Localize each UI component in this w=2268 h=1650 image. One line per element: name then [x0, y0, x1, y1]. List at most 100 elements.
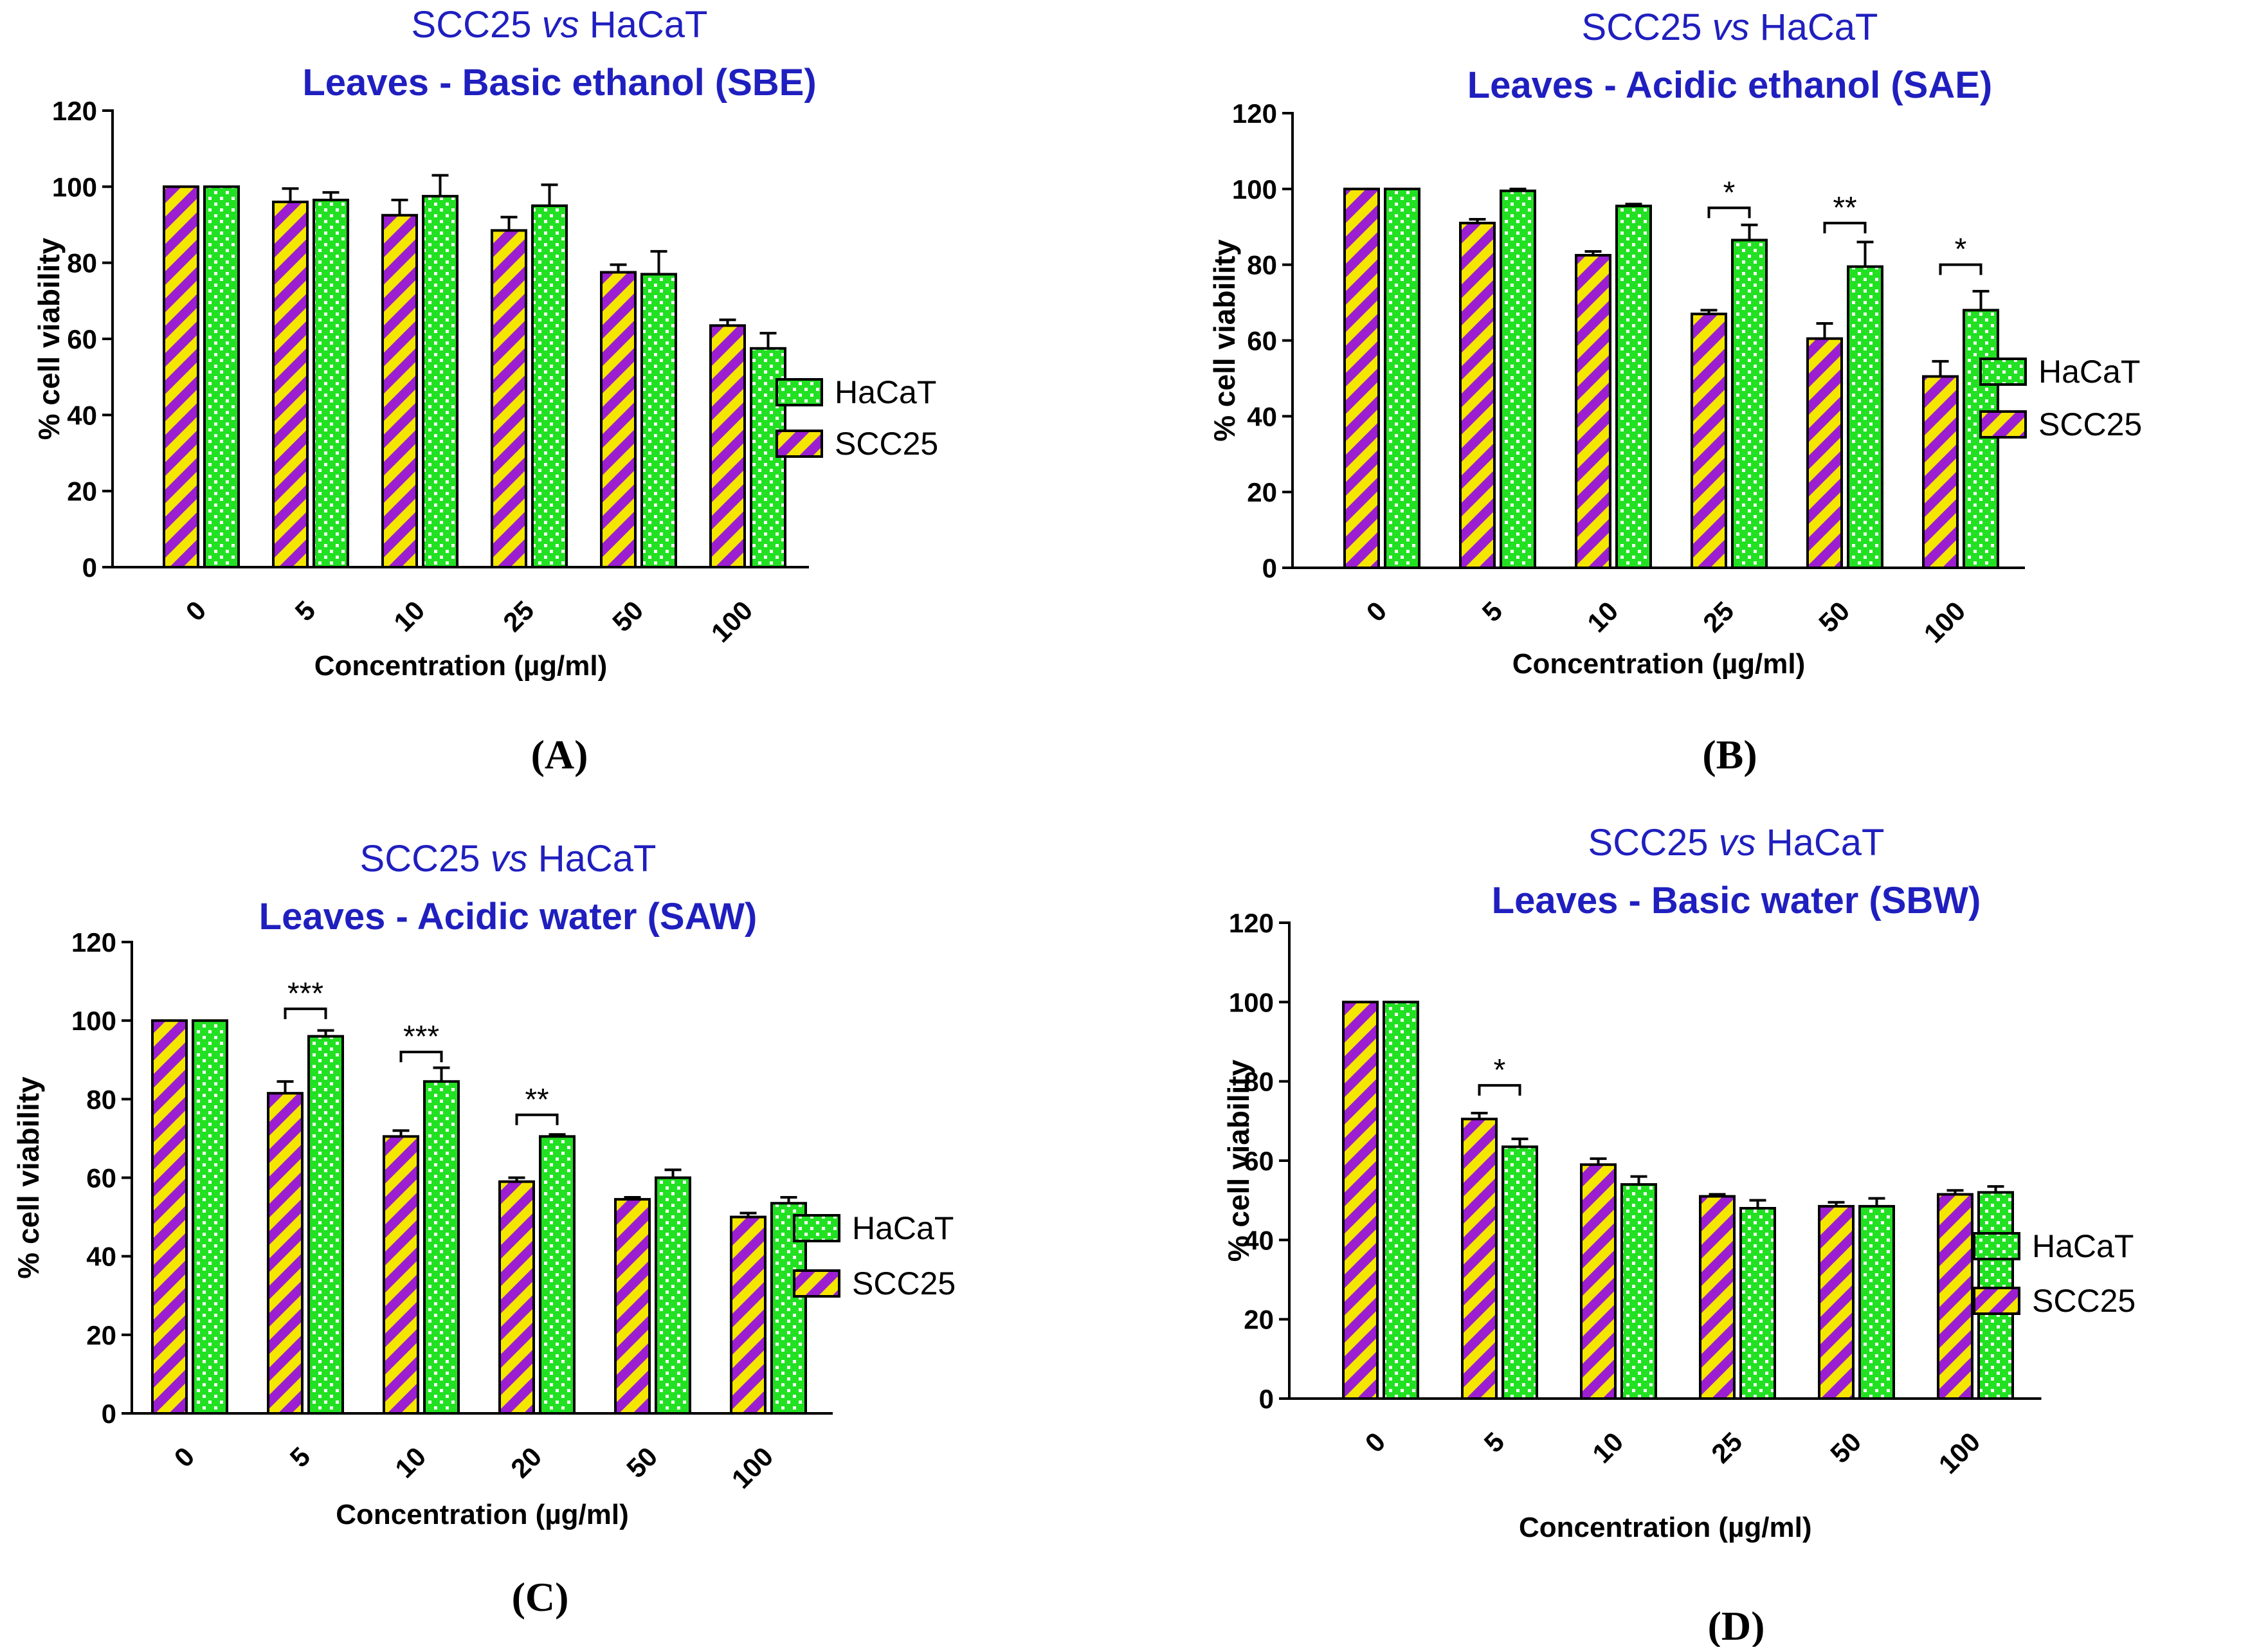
chart-subtitle: Leaves - Basic ethanol (SBE) [302, 62, 816, 104]
significance-bracket [1939, 263, 1982, 275]
legend-swatch-hacat [1973, 1232, 2020, 1260]
y-axis-label: % cell viability [32, 237, 66, 440]
significance-bracket [399, 1051, 443, 1063]
y-tick-label: 20 [1244, 1305, 1274, 1335]
x-tick-label: 100 [705, 595, 759, 648]
chart-title: SCC25 vs HaCaT [1582, 6, 1878, 48]
bar-hacat [313, 199, 349, 568]
bar-hacat [1620, 1183, 1657, 1400]
panel-label: (D) [1708, 1603, 1765, 1647]
y-tick-label: 100 [52, 172, 97, 202]
bar-scc25 [1806, 337, 1843, 569]
y-tick-label: 120 [1232, 98, 1277, 129]
bar-hacat [640, 273, 677, 568]
x-tick-label: 20 [505, 1441, 547, 1483]
chart-subtitle: Leaves - Acidic water (SAW) [259, 896, 758, 938]
bar-scc25 [600, 271, 637, 568]
legend-label-scc25: SCC25 [2032, 1283, 2136, 1319]
significance-bracket [1478, 1083, 1521, 1096]
chart-subtitle: Leaves - Basic water (SBW) [1492, 880, 1981, 921]
bar-hacat [1963, 309, 1999, 569]
bar-hacat [192, 1019, 228, 1415]
significance-label: * [1955, 233, 1967, 267]
y-tick-label: 60 [1244, 1146, 1274, 1176]
y-tick-label: 60 [1247, 326, 1277, 356]
legend-swatch-scc25 [1973, 1287, 2020, 1315]
significance-label: *** [287, 977, 323, 1011]
y-tick-label: 100 [1229, 987, 1274, 1017]
y-tick-label: 0 [1259, 1384, 1274, 1414]
bar-hacat [1858, 1204, 1895, 1400]
chart-title-italic: vs [1719, 822, 1756, 864]
panel-label: (B) [1702, 732, 1757, 777]
y-axis-label: % cell viability [1222, 1059, 1255, 1262]
y-tick-label: 80 [1247, 250, 1277, 280]
x-tick-label: 25 [1697, 595, 1739, 638]
bar-hacat [1731, 239, 1768, 569]
y-tick-label: 100 [1232, 174, 1277, 204]
bar-scc25 [1461, 1118, 1498, 1400]
y-tick-label: 20 [67, 476, 97, 507]
x-tick-label: 100 [1933, 1426, 1986, 1480]
bar-hacat [423, 1080, 460, 1415]
chart-title-suffix: HaCaT [1756, 822, 1885, 864]
bar-scc25 [1922, 375, 1959, 569]
bar-scc25 [1459, 221, 1496, 569]
bar-hacat [539, 1135, 576, 1415]
x-tick-label: 10 [389, 1441, 431, 1483]
bar-scc25 [163, 185, 199, 569]
significance-label: *** [403, 1020, 439, 1054]
bar-hacat [1847, 265, 1883, 569]
bar-hacat [1384, 187, 1420, 570]
y-axis-label: % cell viability [12, 1076, 45, 1279]
chart-subtitle: Leaves - Acidic ethanol (SAE) [1467, 64, 1993, 106]
x-tick-label: 0 [168, 1441, 201, 1473]
y-tick-label: 80 [86, 1084, 116, 1114]
x-tick-label: 0 [1359, 1426, 1392, 1458]
bar-scc25 [491, 229, 527, 568]
y-tick-label: 60 [86, 1163, 116, 1193]
chart-panel-c: SCC25 vs HaCaT Leaves - Acidic water (SAW… [12, 838, 956, 1620]
legend-swatch-scc25 [776, 430, 823, 458]
bar-scc25 [381, 213, 418, 569]
bar-hacat [655, 1176, 691, 1415]
bar-scc25 [267, 1092, 304, 1415]
bar-scc25 [151, 1019, 188, 1415]
x-tick-label: 10 [1586, 1426, 1629, 1469]
y-tick-label: 0 [82, 552, 97, 583]
bar-scc25 [709, 324, 746, 568]
significance-bracket [1823, 221, 1867, 233]
chart-title-suffix: HaCaT [579, 4, 708, 46]
significance-bracket [515, 1113, 559, 1125]
y-tick-label: 0 [102, 1399, 116, 1429]
x-tick-label: 5 [289, 595, 322, 627]
bar-scc25 [1342, 1001, 1379, 1401]
bar-hacat [1615, 204, 1652, 569]
y-tick-label: 40 [1244, 1225, 1274, 1255]
y-tick-label: 120 [1229, 908, 1274, 938]
legend-swatch-scc25 [1979, 410, 2027, 439]
legend-swatch-hacat [793, 1214, 840, 1242]
bar-hacat [203, 185, 240, 569]
legend-label-hacat: HaCaT [2038, 354, 2140, 390]
bar-hacat [1500, 189, 1536, 569]
y-tick-label: 20 [86, 1320, 116, 1350]
x-tick-label: 5 [284, 1441, 316, 1473]
significance-bracket [284, 1007, 327, 1019]
x-tick-label: 25 [497, 595, 540, 637]
significance-bracket [1707, 206, 1751, 219]
y-tick-label: 100 [71, 1006, 116, 1036]
x-tick-label: 100 [1918, 595, 1972, 649]
bar-scc25 [1818, 1204, 1855, 1400]
legend-label-hacat: HaCaT [2032, 1228, 2134, 1264]
bar-scc25 [1691, 313, 1727, 569]
bar-scc25 [1343, 187, 1380, 570]
chart-title-prefix: SCC25 [360, 838, 491, 880]
x-tick-label: 5 [1476, 595, 1509, 628]
legend-label-hacat: HaCaT [852, 1210, 954, 1246]
x-axis-label: Concentration (µg/ml) [314, 650, 608, 682]
bar-scc25 [730, 1215, 767, 1415]
chart-panel-b: SCC25 vs HaCaT Leaves - Acidic ethanol (S… [1208, 6, 2142, 777]
y-tick-label: 120 [52, 96, 97, 126]
